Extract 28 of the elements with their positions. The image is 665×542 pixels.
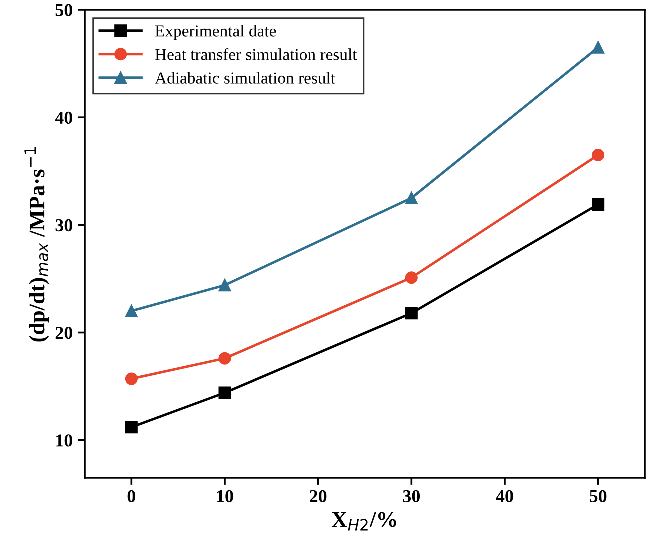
y-tick-label: 40 bbox=[55, 112, 73, 124]
point bbox=[218, 279, 232, 292]
legend-label: Experimental date bbox=[155, 25, 276, 40]
point bbox=[405, 272, 418, 284]
x-tick-label: 20 bbox=[310, 490, 327, 503]
legend-label: Heat transfer simulation result bbox=[155, 48, 358, 60]
point bbox=[592, 41, 605, 54]
y-tick-label: 20 bbox=[56, 327, 73, 340]
point bbox=[125, 304, 138, 318]
y-tick-label: 10 bbox=[56, 434, 73, 447]
point bbox=[405, 307, 418, 320]
x-tick-label: 10 bbox=[217, 490, 234, 503]
x-tick-label: 0 bbox=[128, 490, 136, 503]
point bbox=[592, 198, 605, 211]
point bbox=[125, 372, 138, 386]
point bbox=[405, 192, 418, 205]
x-tick-label: 30 bbox=[403, 490, 420, 503]
point bbox=[218, 352, 232, 365]
x-tick-label: 50 bbox=[590, 490, 607, 503]
y-axis-title: (dp/dt)$_{max}$ /MPa·s$^{−1}$ bbox=[24, 147, 50, 342]
point bbox=[218, 386, 232, 400]
point bbox=[592, 148, 605, 162]
x-axis-title: X$_{H2}$/% bbox=[332, 512, 396, 531]
y-tick-label: 30 bbox=[56, 219, 73, 232]
y-tick-label: 50 bbox=[56, 4, 73, 16]
x-tick-label: 40 bbox=[496, 490, 514, 503]
legend-label: Adiabatic simulation result bbox=[155, 72, 336, 84]
point bbox=[125, 421, 138, 434]
